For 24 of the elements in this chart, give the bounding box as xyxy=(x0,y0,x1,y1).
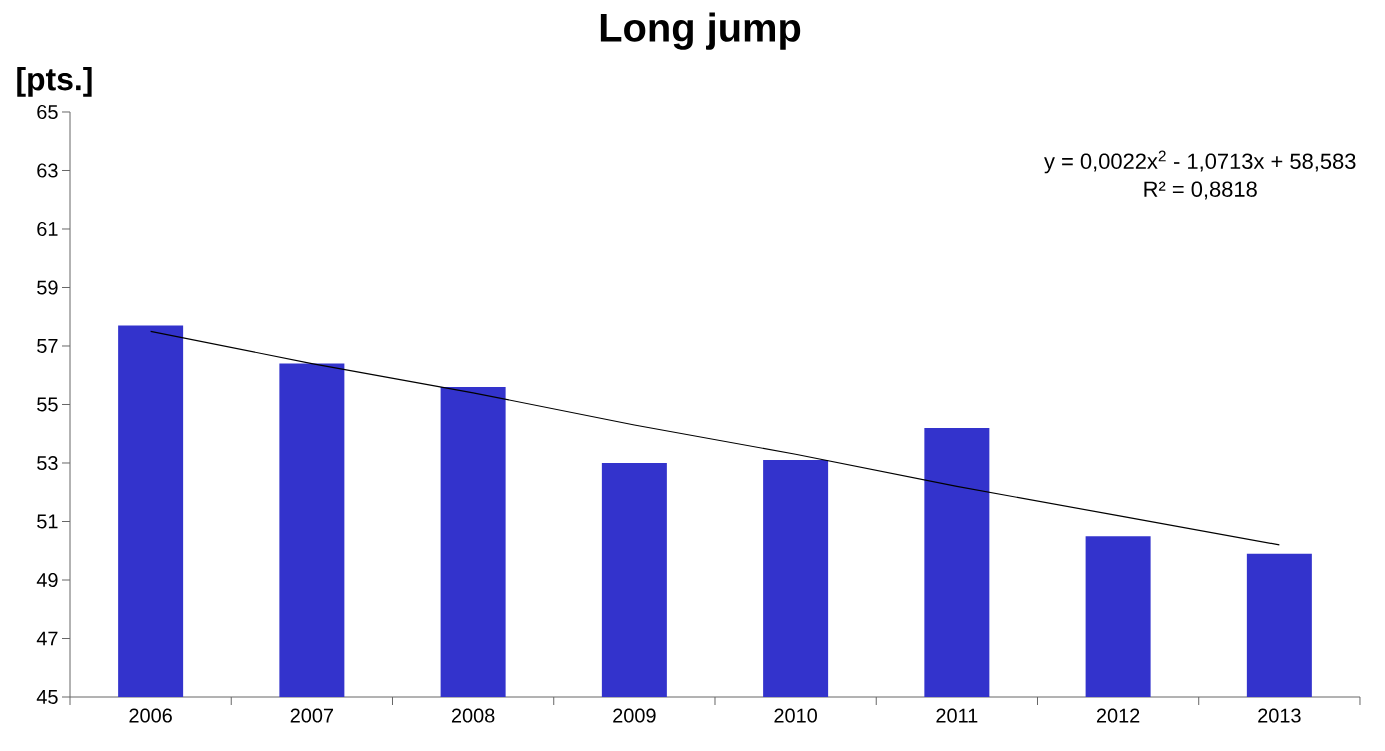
y-tick-label: 49 xyxy=(36,572,58,588)
y-tick-label: 57 xyxy=(37,339,58,353)
y-tick-label: 51 xyxy=(37,514,58,529)
y-axis-title: [pts.] xyxy=(17,67,92,97)
x-tick-label: 2010 xyxy=(774,708,817,723)
y-tick-label: 47 xyxy=(36,631,58,646)
x-tick-label: 2007 xyxy=(290,708,334,723)
line-series xyxy=(150,330,1280,546)
y-tick-label: 63 xyxy=(37,163,58,178)
x-tick-label: 2012 xyxy=(1096,708,1140,723)
x-tick-label: 2011 xyxy=(936,708,978,723)
annotation: y = 0,0022x$^{2}$ - 1,0713x + 58,583 xyxy=(1044,150,1356,174)
x-tick-label: 2006 xyxy=(129,708,172,723)
y-tick-label: 45 xyxy=(36,690,58,704)
y-tick-label: 61 xyxy=(37,221,58,237)
y-tick-label: 59 xyxy=(37,280,58,295)
y-tick-label: 53 xyxy=(37,455,58,471)
y-tick-label: 65 xyxy=(37,104,58,120)
chart-title: Long jump xyxy=(600,12,801,50)
x-tick-label: 2009 xyxy=(613,708,656,723)
x-tick-label: 2008 xyxy=(451,708,495,723)
x-tick-label: 2013 xyxy=(1258,708,1301,723)
annotation: R² = 0,8818 xyxy=(1144,181,1257,200)
y-tick-label: 55 xyxy=(37,397,58,412)
